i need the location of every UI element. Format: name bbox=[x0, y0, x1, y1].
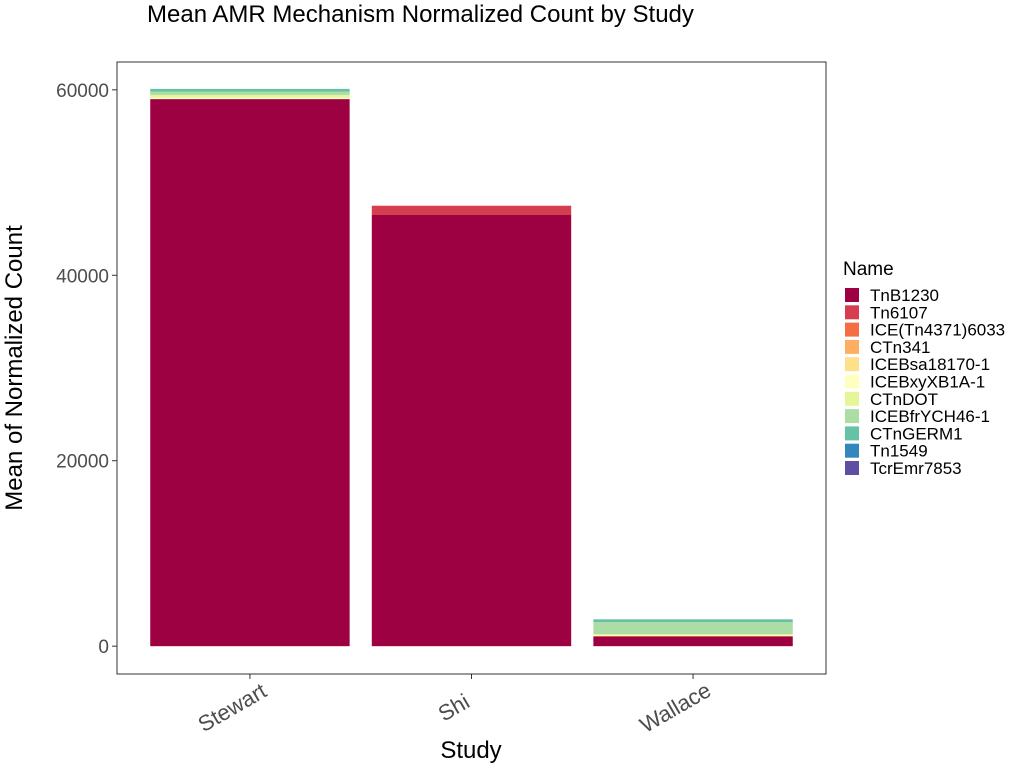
legend-swatch bbox=[845, 357, 859, 372]
bar-segment bbox=[371, 205, 572, 215]
y-axis: 0 20000 40000 60000 bbox=[56, 81, 117, 658]
legend-swatch bbox=[845, 288, 859, 302]
legend-title: Name bbox=[843, 259, 894, 280]
legend-label: ICE(Tn4371)6033 bbox=[870, 321, 1005, 340]
chart-title: Mean AMR Mechanism Normalized Count by S… bbox=[147, 1, 694, 28]
legend-swatch bbox=[845, 409, 859, 424]
legend-label: CTnGERM1 bbox=[870, 424, 963, 443]
x-tick-label: Stewart bbox=[194, 678, 271, 737]
legend-label: Tn1549 bbox=[870, 442, 928, 461]
y-tick-label: 60000 bbox=[56, 81, 109, 102]
legend-swatch bbox=[845, 339, 859, 354]
x-tick-label: Shi bbox=[434, 689, 474, 727]
legend-swatch bbox=[845, 374, 859, 389]
bar-segment bbox=[150, 99, 350, 647]
legend-label: CTn341 bbox=[870, 338, 930, 357]
legend-label: CTnDOT bbox=[870, 390, 938, 409]
x-axis: Stewart Shi Wallace bbox=[194, 674, 715, 738]
bar-segment bbox=[150, 94, 350, 98]
bar-segment bbox=[150, 91, 350, 95]
bar-segment bbox=[593, 636, 793, 647]
bar-segment bbox=[593, 635, 793, 636]
legend-label: ICEBsa18170-1 bbox=[870, 355, 990, 374]
legend-label: ICEBxyXB1A-1 bbox=[870, 373, 985, 392]
x-axis-title: Study bbox=[440, 737, 501, 764]
legend-swatch bbox=[845, 322, 859, 337]
bars bbox=[150, 88, 793, 647]
bar-segment bbox=[150, 88, 350, 92]
x-tick-label: Wallace bbox=[636, 677, 716, 737]
bar-segment bbox=[371, 215, 572, 647]
legend-label: ICEBfrYCH46-1 bbox=[870, 407, 990, 426]
bar-segment bbox=[593, 622, 793, 635]
legend-label: TnB1230 bbox=[870, 286, 939, 305]
legend-swatch bbox=[845, 391, 859, 406]
y-tick-label: 20000 bbox=[56, 452, 109, 473]
bar-segment bbox=[593, 619, 793, 623]
legend-swatch bbox=[845, 305, 859, 320]
bar-segment bbox=[150, 97, 350, 100]
legend: Name TnB1230Tn6107ICE(Tn4371)6033CTn341I… bbox=[843, 259, 1005, 478]
y-axis-title: Mean of Normalized Count bbox=[1, 225, 28, 511]
legend-label: TcrEmr7853 bbox=[870, 459, 962, 478]
y-tick-label: 40000 bbox=[56, 266, 109, 287]
legend-label: Tn6107 bbox=[870, 303, 928, 322]
y-tick-label: 0 bbox=[98, 637, 109, 658]
legend-swatch bbox=[845, 443, 859, 458]
legend-swatch bbox=[845, 426, 859, 441]
bar-segment bbox=[593, 634, 793, 636]
legend-swatch bbox=[845, 461, 859, 475]
